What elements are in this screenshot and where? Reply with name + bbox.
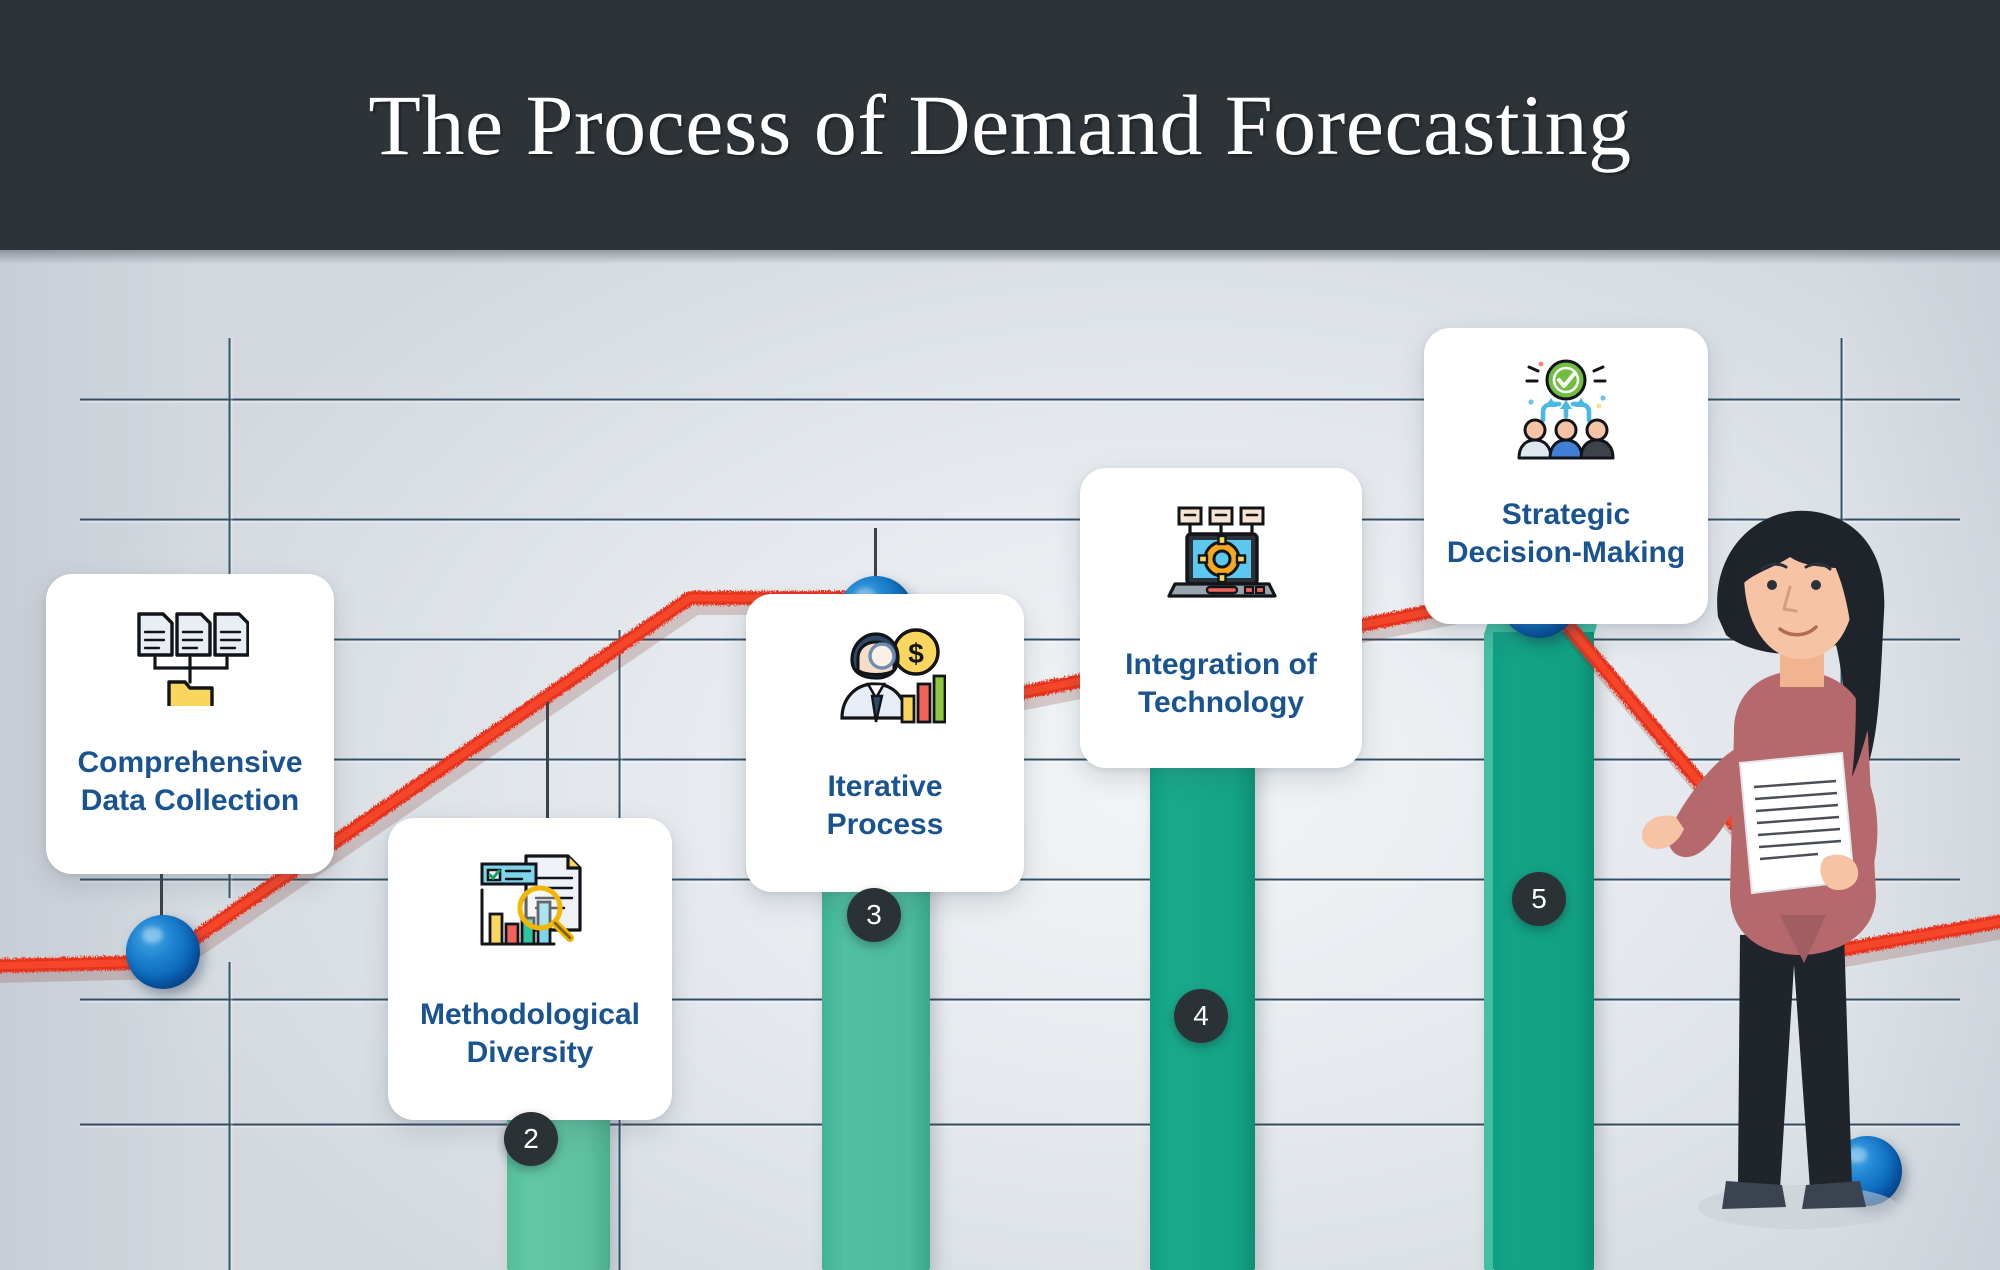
bar-step-5 [1484,623,1598,1270]
grid-line-vertical [228,962,231,1270]
step-card-3-label: Iterative Process [826,770,944,842]
svg-text:$: $ [908,638,924,669]
step-badge-2[interactable]: 2 [504,1112,558,1166]
chart-magnifier-document-icon [388,852,672,956]
step-card-2-label: Methodological Diversity [420,998,640,1070]
step-badge-4[interactable]: 4 [1174,989,1228,1043]
page-title: The Process of Demand Forecasting [368,77,1632,173]
step-card-5-label: Strategic Decision-Making [1446,498,1686,570]
grid-line-horizontal [80,998,1960,1001]
laptop-gear-network-icon [1080,504,1362,604]
team-approval-check-icon [1424,358,1708,460]
step-card-3[interactable]: $ Iterative Process [746,594,1024,892]
grid-line-horizontal [80,518,1960,521]
analyst-dollar-chart-icon: $ [746,626,1024,726]
documents-to-folder-icon [46,608,334,706]
bar-front-face [1493,632,1594,1270]
chart-scene: Comprehensive Data Collection 1 [0,250,2000,1270]
connector-stem-3 [874,528,877,598]
data-point-marker-0[interactable] [126,915,200,989]
grid-line-horizontal [80,1123,1960,1126]
step-card-1-label: Comprehensive Data Collection [77,746,303,818]
step-card-2[interactable]: Methodological Diversity [388,818,672,1120]
step-card-4-label: Integration of Technology [1125,648,1317,720]
step-card-1[interactable]: Comprehensive Data Collection [46,574,334,874]
step-card-4[interactable]: Integration of Technology [1080,468,1362,768]
step-badge-5[interactable]: 5 [1512,872,1566,926]
header-shadow [0,250,2000,264]
bar-side-face [1484,632,1493,1270]
grid-line-horizontal [80,398,1960,401]
step-badge-3[interactable]: 3 [847,888,901,942]
header-bar: The Process of Demand Forecasting [0,0,2000,250]
step-card-5[interactable]: Strategic Decision-Making [1424,328,1708,624]
